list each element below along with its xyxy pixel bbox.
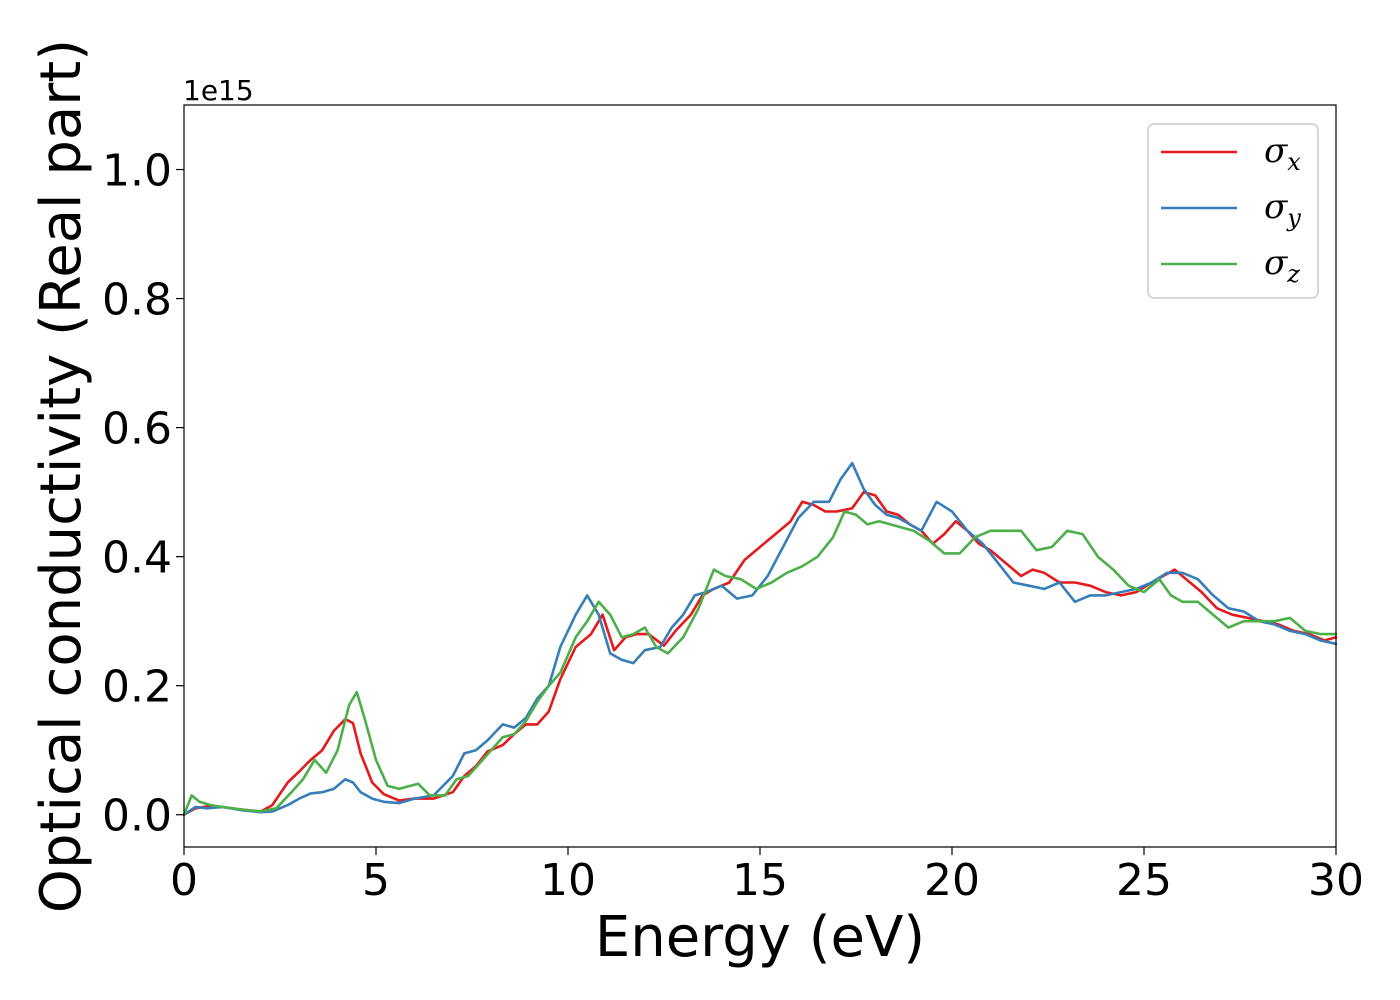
series-layer <box>182 461 1338 816</box>
y-axis: 0.0 0.2 0.4 0.6 0.8 1.0 <box>102 146 184 842</box>
x-tick-label: 10 <box>540 855 596 906</box>
y-tick-label: 0.4 <box>102 533 172 584</box>
series-line-z <box>182 510 1338 816</box>
y-tick-label: 1.0 <box>102 146 172 197</box>
y-axis-title: Optical conductivity (Real part) <box>29 39 94 913</box>
x-tick-label: 0 <box>170 855 198 906</box>
x-tick-label: 5 <box>362 855 390 906</box>
y-tick-label: 0.0 <box>102 791 172 842</box>
x-axis-title: Energy (eV) <box>595 905 925 970</box>
x-tick-label: 30 <box>1308 855 1364 906</box>
y-tick-label: 0.6 <box>102 404 172 455</box>
x-tick-label: 25 <box>1116 855 1172 906</box>
x-tick-label: 20 <box>924 855 980 906</box>
series-line-y <box>182 461 1338 816</box>
series-line-x <box>182 490 1338 816</box>
y-offset-label: 1e15 <box>183 74 254 107</box>
x-axis: 0 5 10 15 20 25 30 <box>170 847 1364 906</box>
legend-box <box>1147 123 1319 299</box>
x-tick-label: 15 <box>732 855 788 906</box>
y-tick-label: 0.2 <box>102 662 172 713</box>
y-tick-label: 0.8 <box>102 275 172 326</box>
